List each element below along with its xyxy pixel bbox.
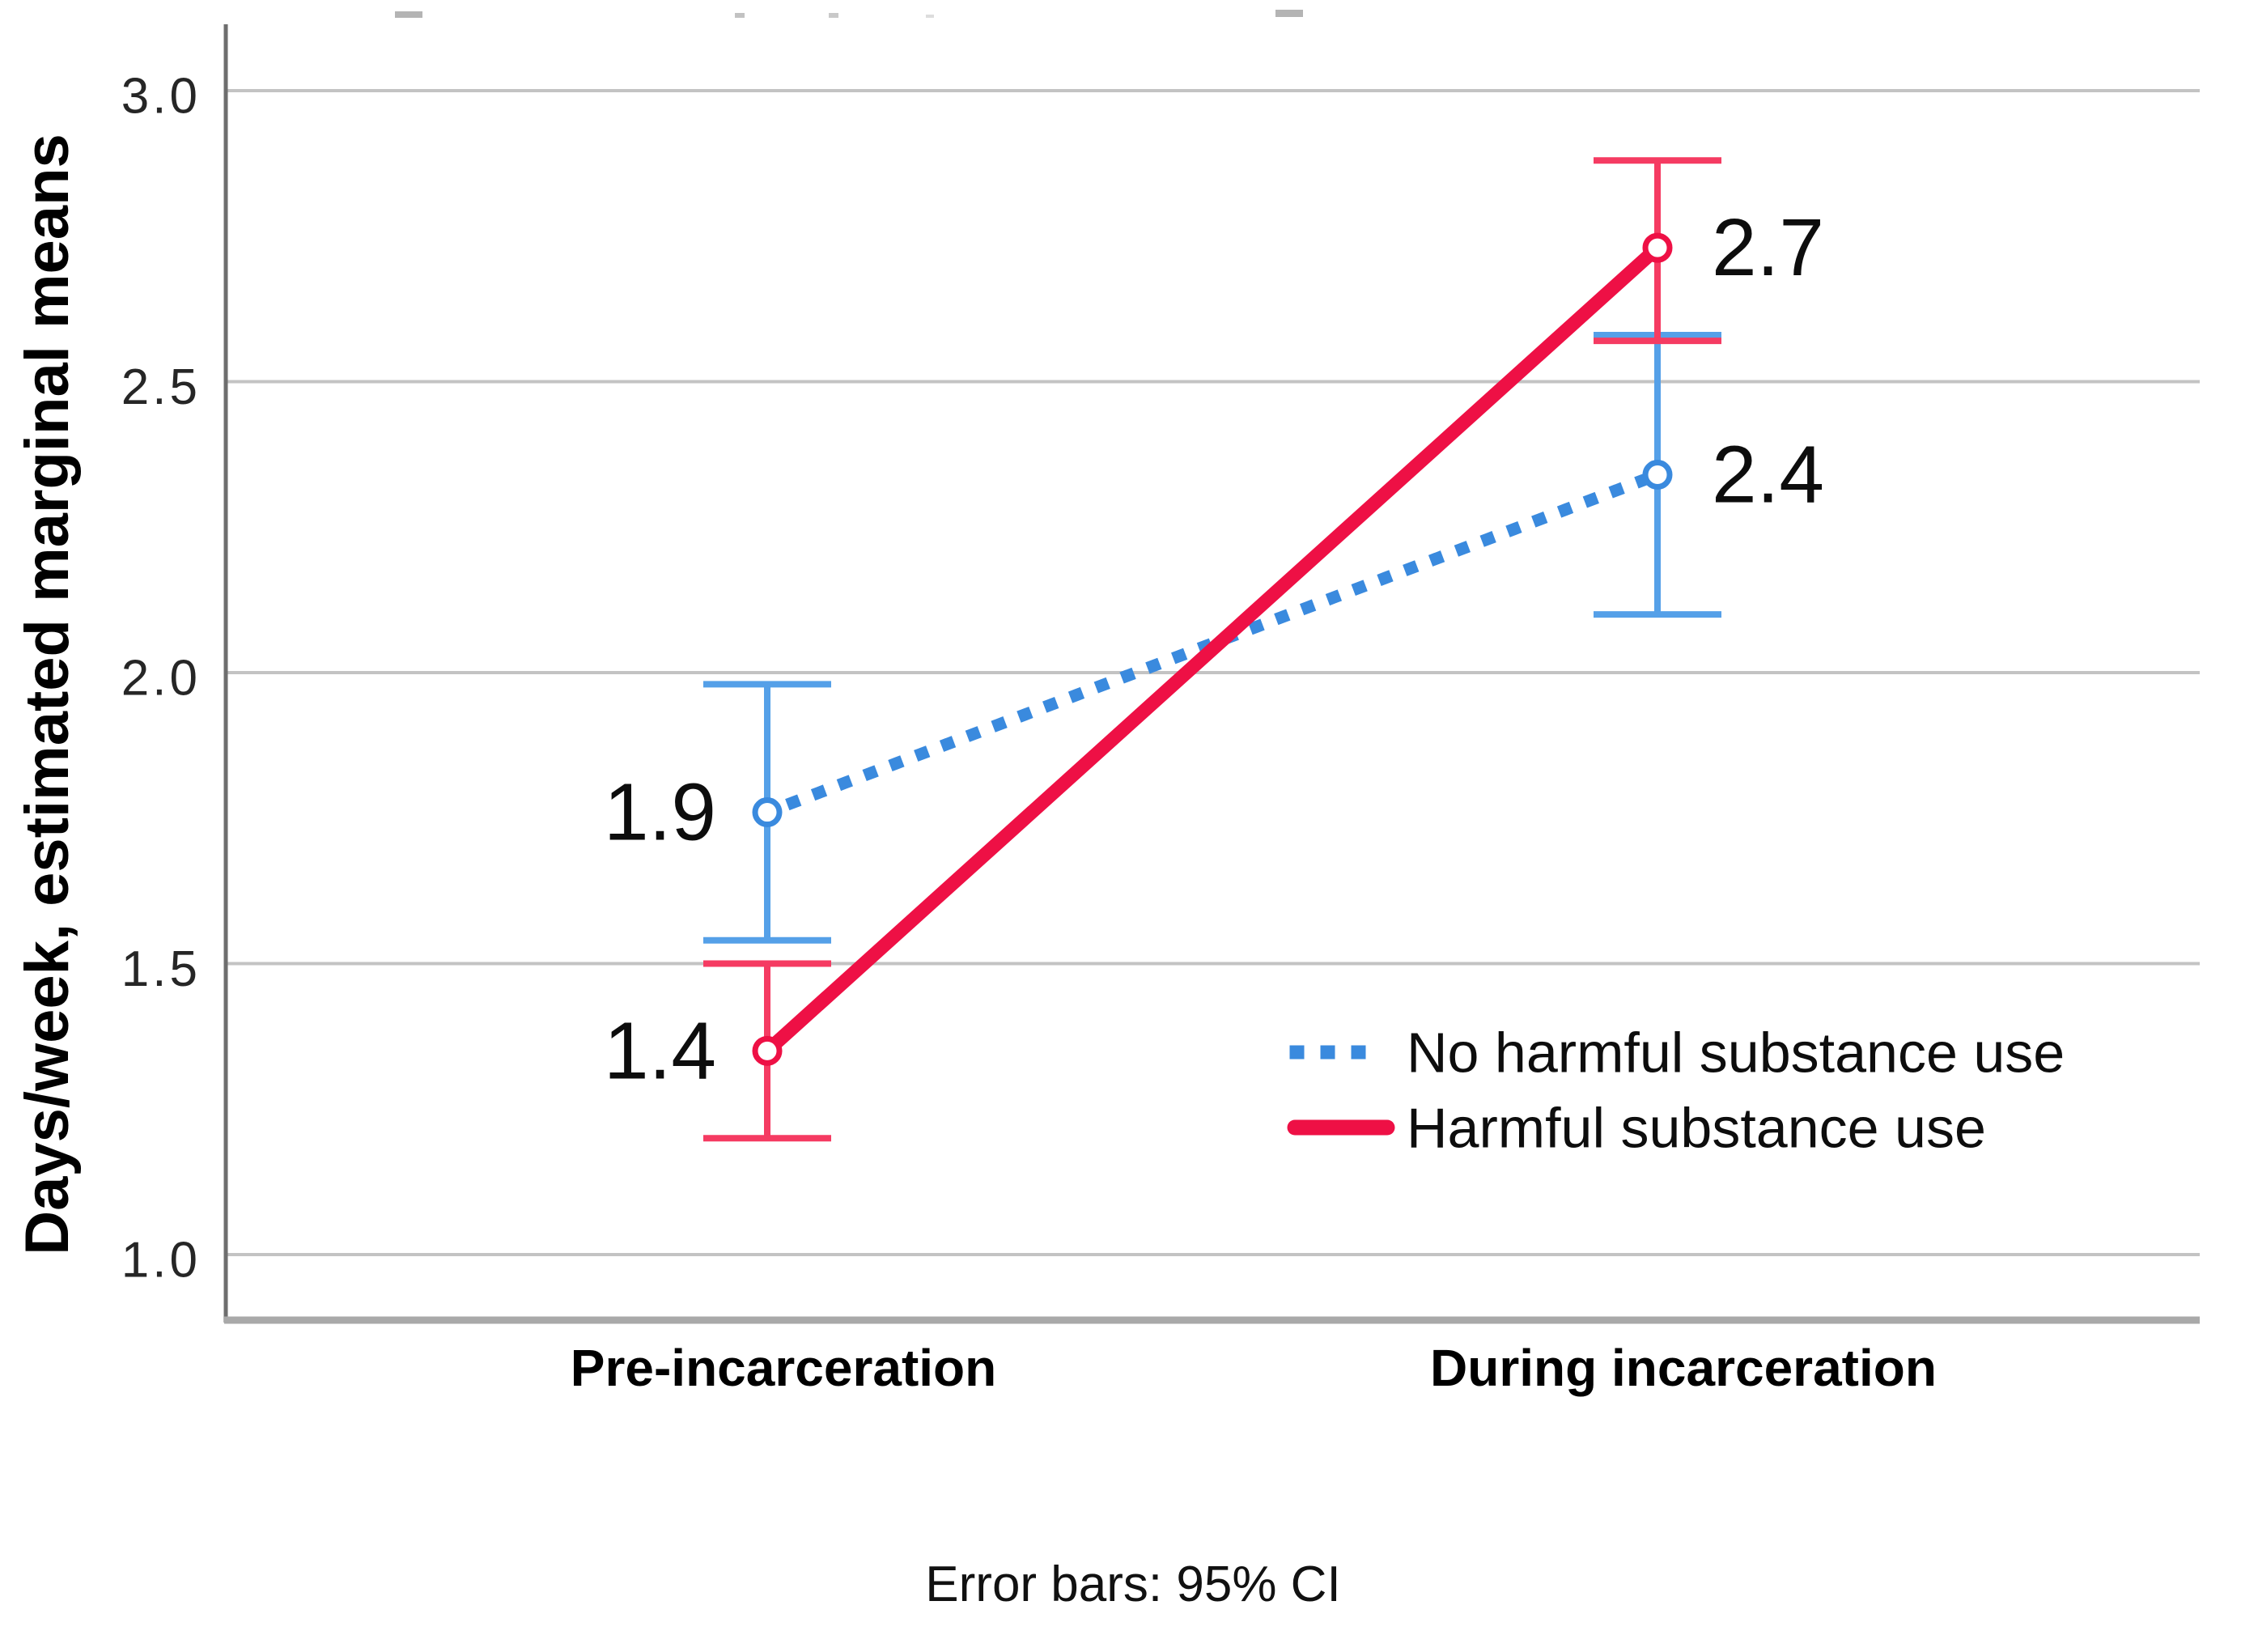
data-point-marker — [1642, 460, 1673, 491]
data-label-blue-pre: 1.9 — [604, 767, 716, 858]
cropped-title-remnant — [735, 13, 745, 18]
legend-label-harmful-use: Harmful substance use — [1407, 1097, 1986, 1160]
series-lines — [759, 240, 1666, 1058]
y-tick-label-1.5: 1.5 — [121, 941, 201, 997]
cropped-title-remnant — [829, 13, 838, 18]
series-line-harmful-use — [760, 240, 1665, 1058]
data-point-marker — [752, 797, 783, 828]
cropped-title-remnant — [1275, 10, 1303, 17]
data-point-marker — [1642, 232, 1673, 263]
data-point-labels: 1.9 2.4 1.4 2.7 — [604, 202, 1824, 1096]
cropped-title-remnant — [926, 15, 934, 18]
x-category-label-during: During incarceration — [1430, 1339, 1937, 1397]
y-axis-title: Days/week, estimated marginal means — [13, 134, 82, 1255]
y-tick-label-2.5: 2.5 — [121, 359, 201, 415]
y-tick-label-3.0: 3.0 — [121, 69, 201, 125]
data-point-markers — [752, 232, 1673, 1066]
cropped-text-remnants — [395, 10, 1303, 18]
data-label-red-pre: 1.4 — [604, 1005, 716, 1096]
x-category-label-pre: Pre-incarceration — [571, 1339, 996, 1397]
y-tick-label-1.0: 1.0 — [121, 1233, 201, 1289]
data-point-marker — [752, 1035, 783, 1066]
y-tick-labels: 3.0 2.5 2.0 1.5 1.0 — [121, 69, 201, 1289]
legend-label-no-harmful-use: No harmful substance use — [1407, 1021, 2065, 1085]
gridlines — [224, 89, 2200, 1256]
error-bars-caption: Error bars: 95% CI — [925, 1556, 1340, 1612]
cropped-title-remnant — [395, 11, 422, 18]
legend: No harmful substance use Harmful substan… — [1287, 1021, 2065, 1160]
series-line-no-harmful-use — [759, 466, 1666, 821]
x-category-labels: Pre-incarceration During incarceration — [571, 1339, 1937, 1397]
y-tick-label-2.0: 2.0 — [121, 651, 201, 707]
axes — [223, 24, 2200, 1324]
data-label-blue-during: 2.4 — [1712, 430, 1824, 520]
data-label-red-during: 2.7 — [1712, 202, 1824, 293]
